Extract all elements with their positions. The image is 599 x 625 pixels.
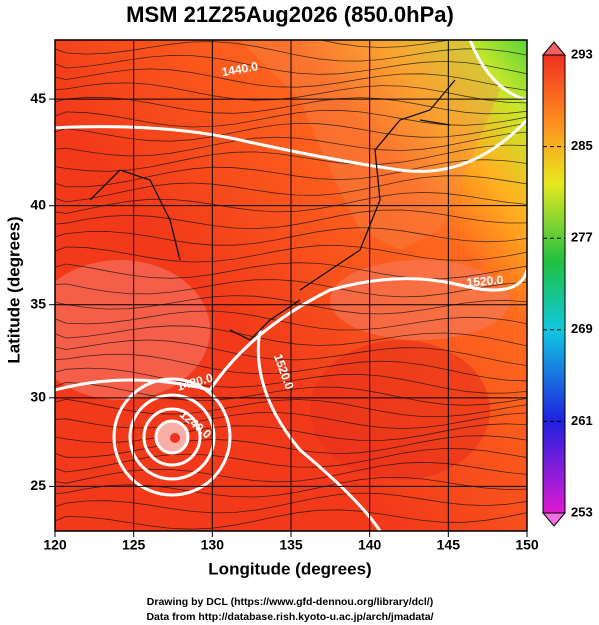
streamline xyxy=(55,339,527,367)
x-tick-label: 145 xyxy=(437,537,461,553)
streamline xyxy=(55,325,527,347)
streamline xyxy=(55,353,527,382)
streamline xyxy=(55,310,527,331)
streamline xyxy=(55,159,527,188)
field-patch xyxy=(330,260,510,340)
streamline xyxy=(55,398,527,417)
streamline xyxy=(55,144,527,172)
streamline xyxy=(55,279,527,298)
x-tick-label: 135 xyxy=(279,537,303,553)
streamline xyxy=(55,68,527,91)
streamline xyxy=(55,262,527,280)
x-axis-label: Longitude (degrees) xyxy=(208,559,371,578)
streamline xyxy=(55,209,527,230)
streamline xyxy=(55,509,527,530)
colorbar xyxy=(541,41,567,527)
streamline xyxy=(55,82,527,104)
contour-label: 1440.0 xyxy=(221,59,260,79)
streamline xyxy=(55,367,527,394)
colorbar-tick-label: 277 xyxy=(571,230,593,245)
contour-label: 1520.0 xyxy=(466,273,504,290)
streamline xyxy=(55,244,527,263)
y-tick-label: 25 xyxy=(30,477,46,493)
colorbar-body xyxy=(542,54,566,514)
streamline xyxy=(55,492,527,514)
y-axis-label: Latitude (degrees) xyxy=(4,216,23,363)
x-tick-label: 150 xyxy=(515,537,539,553)
streamline xyxy=(55,54,527,75)
streamline xyxy=(55,175,527,203)
map-title: MSM 21Z25Aug2026 (850.0hPa) xyxy=(126,2,454,27)
colorbar-bottom-arrow xyxy=(541,512,567,527)
y-tick-label: 35 xyxy=(30,295,46,311)
plot-frame xyxy=(54,39,528,532)
streamline xyxy=(55,476,527,498)
streamline xyxy=(55,448,527,473)
streamline xyxy=(55,435,527,458)
y-tick-label: 45 xyxy=(30,90,46,106)
colorbar-tick-label: 253 xyxy=(571,504,593,519)
streamline xyxy=(55,461,527,484)
x-tick-label: 125 xyxy=(122,537,146,553)
streamline xyxy=(55,41,527,62)
x-tick-label: 140 xyxy=(358,537,382,553)
y-tick-label: 40 xyxy=(30,196,46,212)
footer-text: Drawing by DCL (https://www.gfd-dennou.o… xyxy=(147,596,433,608)
contour xyxy=(55,118,527,173)
streamline xyxy=(55,411,527,430)
streamline xyxy=(55,381,527,406)
streamline xyxy=(55,227,527,246)
coastline xyxy=(89,79,456,341)
field-patch xyxy=(55,260,210,400)
y-tick-label: 30 xyxy=(30,389,46,405)
typhoon xyxy=(112,377,232,497)
colorbar-tick-label: 261 xyxy=(571,413,593,428)
streamline xyxy=(55,131,527,157)
streamline xyxy=(55,122,527,142)
x-tick-label: 130 xyxy=(201,537,225,553)
footer-text: Data from http://database.rish.kyoto-u.a… xyxy=(146,611,433,623)
streamline xyxy=(55,109,527,128)
colorbar-tick-label: 293 xyxy=(571,46,593,61)
contour xyxy=(256,329,382,531)
colorbar-tick-label: 269 xyxy=(571,321,593,336)
contour xyxy=(468,40,527,102)
streamline xyxy=(55,191,527,214)
field-patch xyxy=(310,340,490,480)
axes: 120 125 130 135 140 145 150 25 30 35 40 45 xyxy=(30,40,539,553)
x-tick-label: 120 xyxy=(43,537,67,553)
colorbar-top-arrow xyxy=(541,41,567,56)
colorbar-tick-label: 285 xyxy=(571,138,593,153)
